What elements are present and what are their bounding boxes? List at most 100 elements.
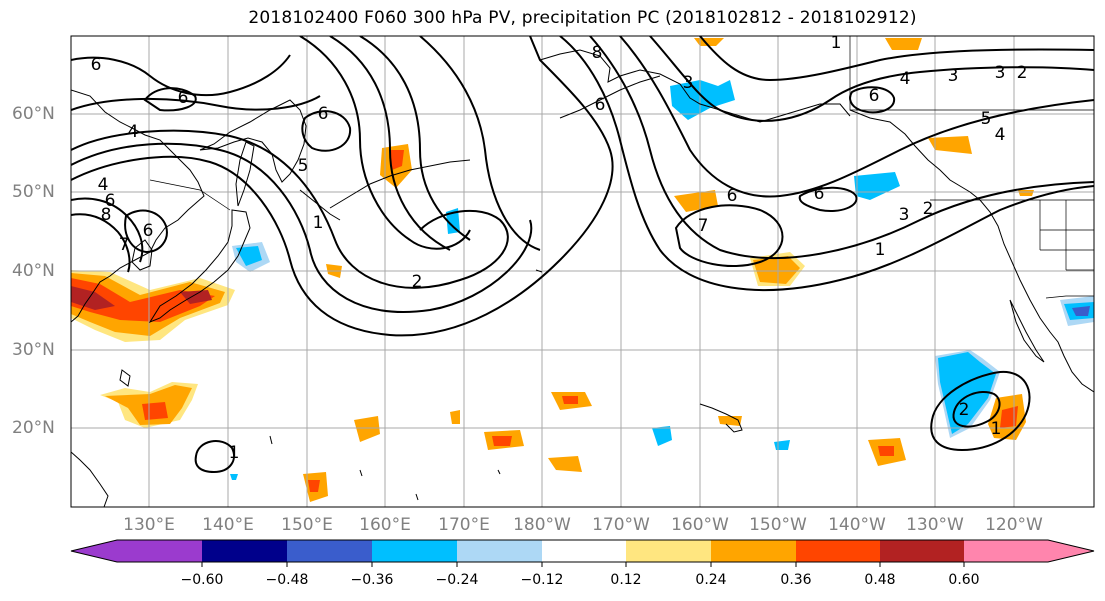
lon-label: 140°W xyxy=(828,515,886,535)
coastline-korea xyxy=(131,239,153,271)
precip-blob xyxy=(308,480,320,492)
contour-label: 4 xyxy=(98,175,109,195)
colorbar-tick-label: 0.36 xyxy=(780,572,812,588)
contour-label: 6 xyxy=(143,221,154,241)
precip-blob xyxy=(390,150,404,170)
precip-blob xyxy=(548,456,582,472)
precip-blob xyxy=(674,190,718,212)
pv-contour xyxy=(71,54,291,97)
contour-label: 3 xyxy=(899,205,910,225)
pv-contour xyxy=(559,36,1094,291)
colorbar-segment xyxy=(880,540,964,562)
contour-label: 6 xyxy=(595,95,606,115)
contour-label: 2 xyxy=(923,199,934,219)
lon-label: 120°W xyxy=(985,515,1043,535)
lon-label: 180°W xyxy=(513,515,571,535)
contour-label: 1 xyxy=(831,33,842,53)
border-us-states xyxy=(1039,200,1094,271)
lon-label: 160°E xyxy=(359,515,411,535)
lat-label: 50°N xyxy=(12,182,55,202)
precip-blob xyxy=(230,474,238,480)
colorbar-segment xyxy=(287,540,372,562)
precip-blob xyxy=(450,410,460,424)
colorbar-segment xyxy=(796,540,880,562)
precip-blob xyxy=(928,136,972,154)
colorbar-tick-label: −0.60 xyxy=(180,572,224,588)
lat-label: 30°N xyxy=(12,340,55,360)
colorbar-segment xyxy=(457,540,542,562)
colorbar-segment xyxy=(626,540,711,562)
pv-contour xyxy=(143,87,197,112)
coastline-philippines xyxy=(71,451,109,507)
pv-contour xyxy=(329,36,451,251)
precip-negative-shading xyxy=(230,80,1094,480)
precip-blob xyxy=(753,256,800,284)
pv-contours xyxy=(71,36,1094,474)
contour-label: 2 xyxy=(412,272,423,292)
contour-label: 3 xyxy=(995,63,1006,83)
pv-contour xyxy=(71,36,614,337)
contour-label: 3 xyxy=(683,73,694,93)
precip-blob xyxy=(71,286,115,310)
contour-label: 4 xyxy=(900,69,911,89)
precip-blob xyxy=(652,426,672,446)
lon-label: 130°E xyxy=(123,515,175,535)
precip-blob xyxy=(1018,190,1034,196)
coastline-islands xyxy=(269,269,543,501)
contour-label: 6 xyxy=(814,184,825,204)
coastline-kamchatka xyxy=(199,99,307,183)
precip-blob xyxy=(670,80,735,120)
colorbar-tick-label: −0.12 xyxy=(520,572,564,588)
colorbar xyxy=(70,539,1095,567)
contour-label: 2 xyxy=(959,400,970,420)
border-asia xyxy=(149,179,231,211)
pv-contour xyxy=(952,391,1001,428)
pv-contour xyxy=(419,36,541,251)
pv-contour xyxy=(301,110,352,152)
coastline-sakhalin xyxy=(235,141,255,207)
contour-label: 1 xyxy=(991,419,1002,439)
contour-label: 6 xyxy=(727,186,738,206)
pv-contour xyxy=(849,86,896,114)
colorbar-segment xyxy=(117,540,202,562)
lon-label: 170°W xyxy=(592,515,650,535)
lat-label: 40°N xyxy=(12,261,55,281)
pv-contour xyxy=(930,370,1031,452)
map-graticule xyxy=(71,36,1094,507)
lat-label: 60°N xyxy=(12,104,55,124)
pv-contour xyxy=(71,142,533,313)
colorbar-tick-label: 0.48 xyxy=(864,572,896,588)
colorbar-tick-label: 0.60 xyxy=(948,572,980,588)
coastline-hawaii xyxy=(699,403,743,433)
contour-label: 7 xyxy=(698,216,709,236)
pv-contour-labels: 6 6 6 5 4 4 1 2 3 6 6 8 6 1 3 4 3 2 5 4 … xyxy=(91,33,1028,463)
pv-contour xyxy=(194,440,235,474)
pv-contour xyxy=(71,197,144,263)
lon-label: 160°W xyxy=(671,515,729,535)
coastline-baja xyxy=(1009,299,1045,363)
border-canada-us xyxy=(849,36,1094,111)
contour-label: 5 xyxy=(298,156,309,176)
lon-label: 130°W xyxy=(906,515,964,535)
contour-label: 3 xyxy=(948,66,959,86)
lon-label: 150°E xyxy=(281,515,333,535)
contour-label: 4 xyxy=(128,122,139,142)
pv-contour xyxy=(299,36,471,250)
precip-blob xyxy=(354,416,380,442)
colorbar-segment xyxy=(71,540,117,562)
pv-contour xyxy=(619,36,1094,198)
coastline-taiwan xyxy=(119,369,131,387)
pv-contour xyxy=(71,213,131,273)
contour-label: 6 xyxy=(318,104,329,124)
map-title: 2018102400 F060 300 hPa PV, precipitatio… xyxy=(248,8,917,28)
colorbar-segment xyxy=(372,540,457,562)
contour-label: 6 xyxy=(178,88,189,108)
contour-label: 1 xyxy=(313,213,324,233)
contour-label: 6 xyxy=(869,86,880,106)
map-frame xyxy=(70,35,1095,508)
colorbar-tick-label: −0.36 xyxy=(350,572,394,588)
precip-blob xyxy=(142,402,168,420)
contour-label: 1 xyxy=(875,240,886,260)
pv-contour xyxy=(71,129,509,289)
